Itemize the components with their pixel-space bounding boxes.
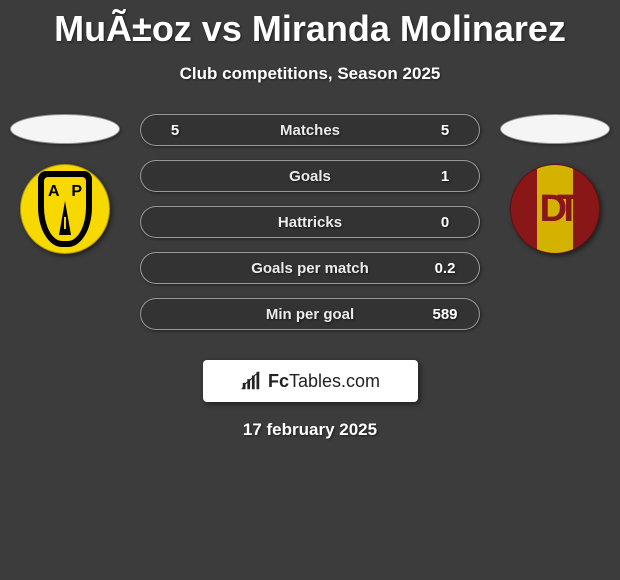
club-badge-left: A P [20,164,110,254]
subtitle: Club competitions, Season 2025 [0,64,620,84]
stat-row-min-per-goal: Min per goal 589 [140,298,480,330]
bar-chart-icon [240,370,262,392]
stat-label: Hattricks [193,214,427,231]
comparison-row: A P 5 Matches 5 Goals 1 Hattricks 0 Goal… [0,114,620,330]
badge-right-monogram: DT [540,188,571,231]
stat-label: Goals [193,168,427,185]
badge-left-derrick-icon [59,201,71,235]
stat-label: Min per goal [193,306,427,323]
stat-row-hattricks: Hattricks 0 [140,206,480,238]
brand-prefix: Fc [268,371,289,391]
stat-row-goals-per-match: Goals per match 0.2 [140,252,480,284]
player-right-silhouette [500,114,610,144]
stat-row-goals: Goals 1 [140,160,480,192]
badge-left-letter-p: P [71,183,82,201]
badge-left-letter-a: A [48,183,60,201]
stat-right-value: 0 [427,214,463,231]
stat-right-value: 0.2 [427,260,463,277]
stat-label: Goals per match [193,260,427,277]
player-right-col: DT [500,114,610,254]
stat-row-matches: 5 Matches 5 [140,114,480,146]
stats-column: 5 Matches 5 Goals 1 Hattricks 0 Goals pe… [140,114,480,330]
stat-label: Matches [193,122,427,139]
stat-left-value: 5 [157,122,193,139]
player-left-col: A P [10,114,120,254]
brand-logo: FcTables.com [203,360,418,402]
comparison-date: 17 february 2025 [0,420,620,440]
page-title: MuÃ±oz vs Miranda Molinarez [0,0,620,50]
brand-suffix: Tables.com [289,371,380,391]
club-badge-right: DT [510,164,600,254]
stat-right-value: 5 [427,122,463,139]
stat-right-value: 1 [427,168,463,185]
brand-text: FcTables.com [268,371,380,392]
stat-right-value: 589 [427,306,463,323]
player-left-silhouette [10,114,120,144]
